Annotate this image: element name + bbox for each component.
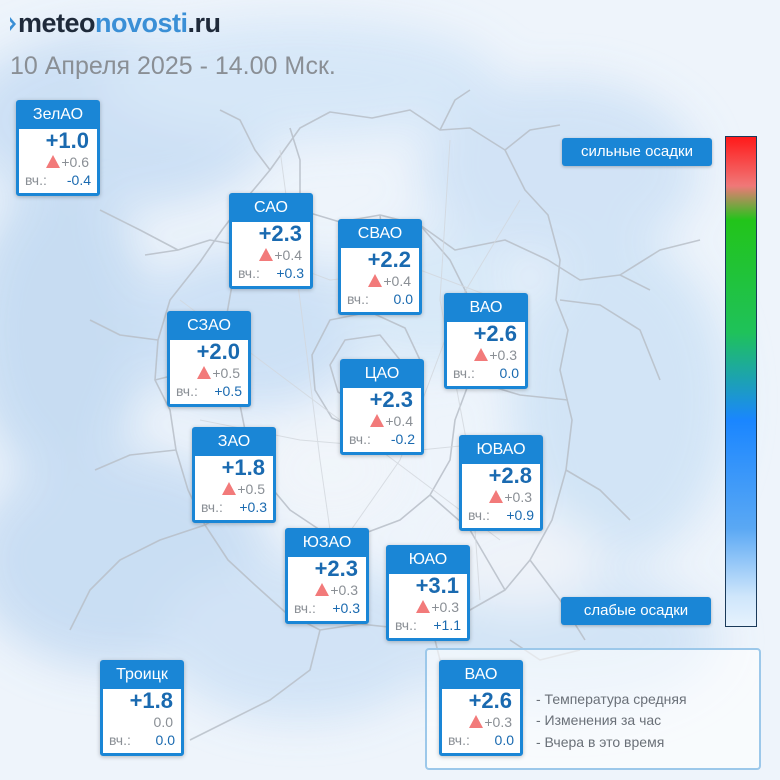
district-temperature: +2.2 xyxy=(367,247,411,272)
district-temperature: +2.3 xyxy=(369,387,413,412)
logo-text-meteo: meteo xyxy=(18,8,96,38)
yesterday-value: +0.9 xyxy=(506,507,534,523)
legend-yesterday: - Вчера в это время xyxy=(536,734,665,750)
hourly-change: +0.3 xyxy=(431,599,459,615)
district-temperature: +2.0 xyxy=(196,339,240,364)
chevron-mark-icon xyxy=(10,17,16,31)
yesterday-label: вч.: xyxy=(347,291,369,307)
yesterday-value: 0.0 xyxy=(494,732,514,748)
yesterday-label: вч.: xyxy=(448,732,470,748)
legend-hourly-change: - Изменения за час xyxy=(536,712,662,728)
district-name: СЗАО xyxy=(170,314,248,340)
logo-text-domain: .ru xyxy=(187,8,222,38)
yesterday-value: -0.4 xyxy=(66,172,91,188)
triangle-up-icon xyxy=(197,366,212,379)
district-name: ЮЗАО xyxy=(288,531,366,557)
district-card-zao[interactable]: ЗАО +1.8 +0.5 вч.: +0.3 xyxy=(192,427,276,523)
yesterday-label: вч.: xyxy=(25,172,47,188)
yesterday-value: +1.1 xyxy=(433,617,461,633)
district-name: ЮВАО xyxy=(462,438,540,464)
triangle-up-icon xyxy=(416,600,431,613)
forecast-date: 10 Апреля 2025 - 14.00 Мск. xyxy=(10,52,336,80)
yesterday-label: вч.: xyxy=(453,365,475,381)
district-name: СВАО xyxy=(341,222,419,248)
yesterday-value: +0.3 xyxy=(332,600,360,616)
hourly-change: +0.4 xyxy=(385,413,413,429)
district-card-vao[interactable]: ВАО +2.6 +0.3 вч.: 0.0 xyxy=(444,293,528,389)
hourly-change: +0.3 xyxy=(330,582,358,598)
district-temperature: +1.8 xyxy=(129,688,173,713)
hourly-change: +0.3 xyxy=(484,714,512,730)
yesterday-label: вч.: xyxy=(349,431,371,447)
hourly-change: +0.5 xyxy=(237,481,265,497)
district-temperature: +1.0 xyxy=(45,128,89,153)
district-card-svao[interactable]: СВАО +2.2 +0.4 вч.: 0.0 xyxy=(338,219,422,315)
district-name: ЗАО xyxy=(195,430,273,456)
district-name: ЦАО xyxy=(343,362,421,388)
triangle-up-icon xyxy=(222,482,237,495)
hourly-change: +0.5 xyxy=(212,365,240,381)
district-name: ЮАО xyxy=(389,548,467,574)
district-card-szao[interactable]: СЗАО +2.0 +0.5 вч.: +0.5 xyxy=(167,311,251,407)
triangle-up-icon xyxy=(489,490,504,503)
district-card-yuao[interactable]: ЮАО +3.1 +0.3 вч.: +1.1 xyxy=(386,545,470,641)
triangle-up-icon xyxy=(474,348,489,361)
yesterday-label: вч.: xyxy=(294,600,316,616)
precipitation-color-scale xyxy=(725,136,757,627)
district-temperature: +2.6 xyxy=(473,321,517,346)
yesterday-label: вч.: xyxy=(468,507,490,523)
district-temperature: +2.3 xyxy=(314,556,358,581)
district-name: ВАО xyxy=(447,296,525,322)
district-temperature: +2.3 xyxy=(258,221,302,246)
yesterday-value: 0.0 xyxy=(393,291,413,307)
district-card-zelao[interactable]: ЗелАО +1.0 +0.6 вч.: -0.4 xyxy=(16,100,100,196)
heavy-precipitation-label: сильные осадки xyxy=(562,138,712,166)
triangle-up-icon xyxy=(469,715,484,728)
hourly-change: +0.3 xyxy=(504,489,532,505)
yesterday-label: вч.: xyxy=(201,499,223,515)
light-precipitation-label: слабые осадки xyxy=(561,597,711,625)
triangle-up-icon xyxy=(315,583,330,596)
district-name: САО xyxy=(232,196,310,222)
triangle-up-icon xyxy=(259,248,274,261)
hourly-change: +0.3 xyxy=(489,347,517,363)
legend-sample-card: ВАО +2.6 +0.3 вч.: 0.0 xyxy=(439,660,523,756)
site-logo[interactable]: meteonovosti.ru xyxy=(10,8,221,39)
yesterday-value: +0.3 xyxy=(239,499,267,515)
district-card-troitsk[interactable]: Троицк +1.8 0.0 вч.: 0.0 xyxy=(100,660,184,756)
district-temperature: +2.8 xyxy=(488,463,532,488)
district-name: ЗелАО xyxy=(19,103,97,129)
hourly-change: +0.4 xyxy=(274,247,302,263)
yesterday-value: 0.0 xyxy=(499,365,519,381)
district-card-sao[interactable]: САО +2.3 +0.4 вч.: +0.3 xyxy=(229,193,313,289)
triangle-up-icon xyxy=(370,414,385,427)
yesterday-value: +0.5 xyxy=(214,383,242,399)
yesterday-label: вч.: xyxy=(395,617,417,633)
yesterday-label: вч.: xyxy=(176,383,198,399)
hourly-change: +0.6 xyxy=(61,154,89,170)
legend-average-temperature: - Температура средняя xyxy=(536,691,687,707)
district-name: ВАО xyxy=(442,663,520,689)
yesterday-value: -0.2 xyxy=(390,431,415,447)
district-card-cao[interactable]: ЦАО +2.3 +0.4 вч.: -0.2 xyxy=(340,359,424,455)
district-temperature: +1.8 xyxy=(221,455,265,480)
hourly-change: 0.0 xyxy=(153,714,173,730)
yesterday-label: вч.: xyxy=(238,265,260,281)
logo-text-novosti: novosti xyxy=(95,8,188,38)
triangle-up-icon xyxy=(46,155,61,168)
district-card-yuzao[interactable]: ЮЗАО +2.3 +0.3 вч.: +0.3 xyxy=(285,528,369,624)
district-card-yuvao[interactable]: ЮВАО +2.8 +0.3 вч.: +0.9 xyxy=(459,435,543,531)
district-temperature: +2.6 xyxy=(468,688,512,713)
district-name: Троицк xyxy=(103,663,181,689)
triangle-up-icon xyxy=(368,274,383,287)
yesterday-value: +0.3 xyxy=(276,265,304,281)
district-temperature: +3.1 xyxy=(415,573,459,598)
hourly-change: +0.4 xyxy=(383,273,411,289)
yesterday-value: 0.0 xyxy=(155,732,175,748)
yesterday-label: вч.: xyxy=(109,732,131,748)
